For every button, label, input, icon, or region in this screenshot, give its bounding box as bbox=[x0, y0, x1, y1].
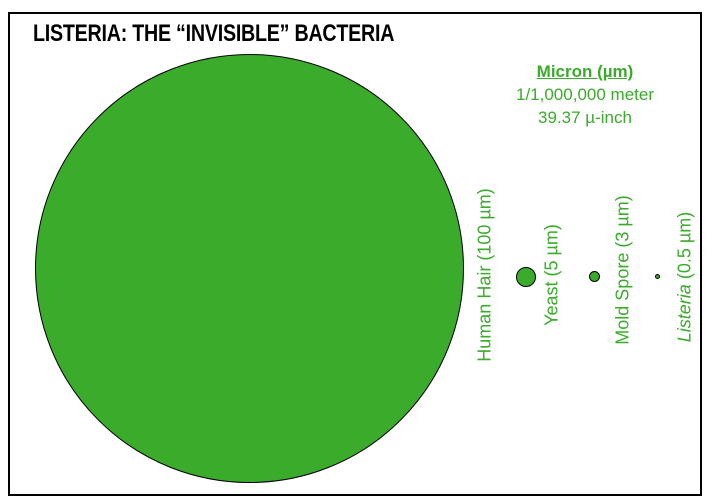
yeast-label: Yeast (5 µm) bbox=[541, 224, 562, 326]
page-title: LISTERIA: THE “INVISIBLE” BACTERIA bbox=[33, 20, 395, 47]
listeria-size: (0.5 µm) bbox=[674, 211, 695, 285]
yeast-circle bbox=[516, 267, 536, 287]
human-hair-label: Human Hair (100 µm) bbox=[474, 188, 495, 362]
mold-spore-label: Mold Spore (3 µm) bbox=[612, 195, 633, 345]
micron-inch-line: 39.37 µ-inch bbox=[538, 108, 632, 127]
listeria-name: Listeria bbox=[674, 284, 695, 343]
micron-definition: Micron (µm) 1/1,000,000 meter 39.37 µ-in… bbox=[490, 60, 680, 129]
listeria-circle bbox=[655, 274, 660, 279]
listeria-label: Listeria (0.5 µm) bbox=[675, 212, 696, 342]
micron-meter-line: 1/1,000,000 meter bbox=[516, 85, 654, 104]
human-hair-circle bbox=[35, 54, 464, 483]
mold-spore-circle bbox=[589, 271, 600, 282]
micron-heading: Micron (µm) bbox=[536, 62, 634, 81]
